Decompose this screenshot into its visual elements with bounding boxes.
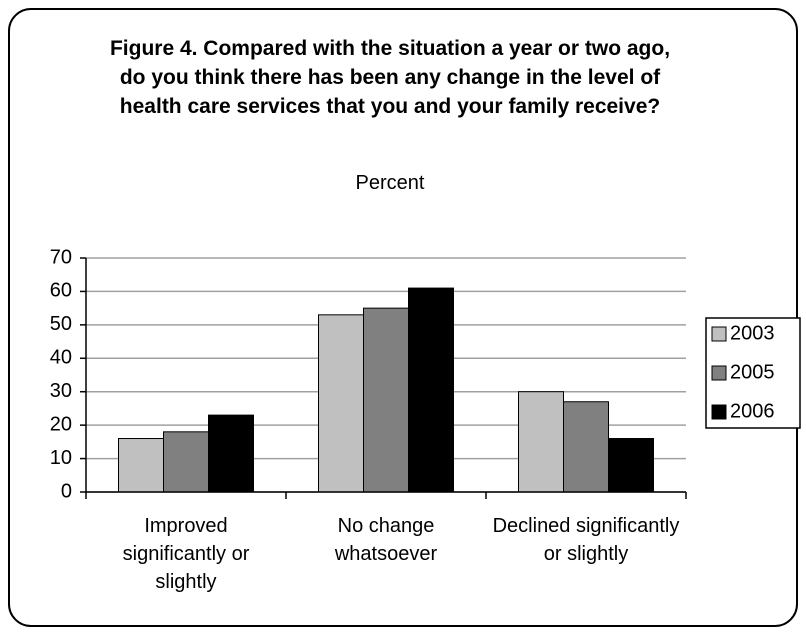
x-tick-label: Improved significantly or slightly bbox=[122, 515, 250, 593]
y-tick-label: 50 bbox=[50, 313, 72, 335]
x-tick-label: No change whatsoever bbox=[334, 515, 438, 565]
chart-title: Figure 4. Compared with the situation a … bbox=[109, 37, 671, 118]
bar bbox=[518, 391, 564, 493]
x-tick-label: Declined significantly or slightly bbox=[492, 515, 680, 565]
legend-label: 2005 bbox=[730, 361, 775, 383]
bar bbox=[408, 287, 454, 493]
bar bbox=[363, 307, 409, 493]
bar bbox=[563, 401, 609, 493]
legend-swatch bbox=[711, 404, 727, 420]
legend-label: 2006 bbox=[730, 400, 775, 422]
y-tick-label: 40 bbox=[50, 347, 72, 369]
bar bbox=[318, 314, 364, 493]
bar bbox=[608, 438, 654, 493]
chart-subtitle: Percent bbox=[355, 172, 425, 194]
y-tick-label: 0 bbox=[61, 480, 72, 502]
y-tick-label: 20 bbox=[50, 413, 72, 435]
legend-swatch bbox=[711, 365, 727, 381]
y-tick-label: 70 bbox=[50, 246, 72, 268]
y-tick-label: 30 bbox=[50, 380, 72, 402]
y-tick-label: 10 bbox=[50, 447, 72, 469]
legend-label: 2003 bbox=[730, 322, 775, 344]
legend-swatch bbox=[711, 326, 727, 342]
bar bbox=[208, 414, 254, 493]
y-tick-label: 60 bbox=[50, 280, 72, 302]
bar bbox=[163, 431, 209, 493]
bar bbox=[118, 438, 164, 493]
